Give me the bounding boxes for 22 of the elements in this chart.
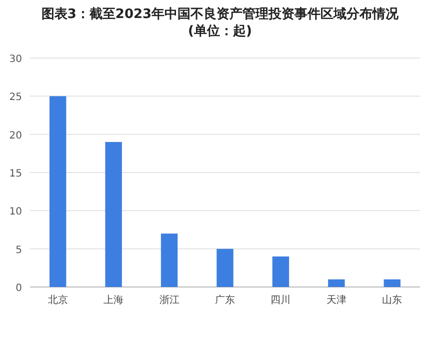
x-tick-label: 山东 [382, 294, 402, 306]
y-tick-label: 25 [9, 92, 22, 104]
x-tick-label: 天津 [326, 294, 346, 306]
y-tick-label: 0 [16, 283, 22, 294]
y-tick-label: 30 [9, 54, 22, 65]
bar [328, 279, 345, 287]
y-tick-label: 15 [9, 168, 22, 180]
x-tick-label: 广东 [215, 294, 235, 306]
bar [216, 248, 234, 287]
y-tick-label: 10 [9, 206, 22, 218]
x-tick-label: 浙江 [159, 294, 180, 306]
bar [272, 256, 290, 287]
bar [105, 142, 122, 287]
bar [50, 96, 66, 287]
x-tick-label: 北京 [48, 294, 68, 306]
bar [160, 234, 178, 287]
x-tick-label: 上海 [104, 294, 124, 306]
x-tick-label: 四川 [270, 294, 291, 306]
chart-title: 图表3：截至2023年中国不良资产管理投资事件区域分布情况 (单位：起) [41, 6, 400, 39]
y-tick-label: 5 [16, 244, 22, 256]
bar [384, 279, 400, 287]
y-tick-label: 20 [9, 130, 22, 142]
